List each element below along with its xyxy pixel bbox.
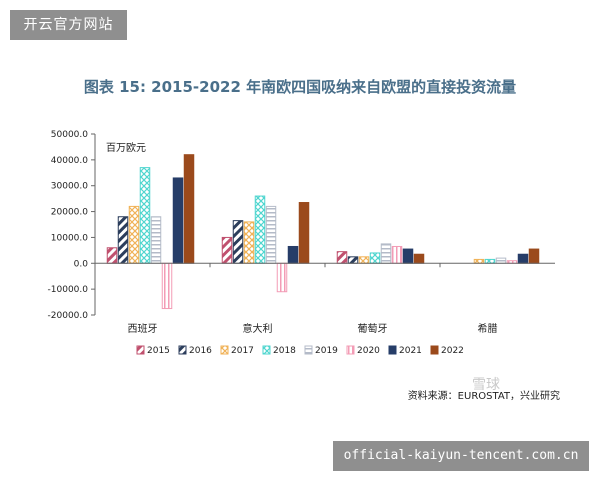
- x-category-label: 意大利: [243, 322, 273, 335]
- watermark-bottom: official-kaiyun-tencent.com.cn: [333, 441, 589, 471]
- bar-2019-3: [495, 257, 507, 264]
- bar-2018-2: [369, 252, 381, 264]
- legend-label-2018: 2018: [273, 346, 296, 356]
- bar-2021-2: [402, 248, 414, 264]
- legend-swatch-2017: [220, 345, 229, 355]
- y-tick-label: 0.0: [74, 259, 89, 269]
- y-tick-label: 50000.0: [51, 130, 88, 140]
- bar-2022-0: [183, 154, 195, 264]
- legend-swatch-2018: [262, 345, 271, 355]
- y-tick-label: 40000.0: [51, 156, 88, 166]
- legend: 2015 2016 2017 2018 2019 2020 2021 2022: [136, 345, 464, 356]
- bar-2022-3: [528, 248, 540, 264]
- x-category-label: 葡萄牙: [358, 322, 388, 335]
- source-note: 资料来源：EUROSTAT，兴业研究: [407, 391, 560, 402]
- legend-label-2021: 2021: [399, 346, 422, 356]
- bar-2017-3: [473, 258, 485, 264]
- legend-label-2022: 2022: [441, 346, 464, 356]
- bar-2021-1: [287, 245, 299, 264]
- bar-2017-1: [243, 221, 255, 264]
- bar-chart: 50000.0 40000.0 30000.0 20000.0 10000.0 0.0 -1…: [48, 130, 555, 356]
- bar-2015-2: [336, 251, 348, 264]
- x-category-label: 西班牙: [128, 323, 158, 335]
- legend-swatch-2020: [346, 345, 355, 355]
- unit-label: 百万欧元: [106, 142, 146, 154]
- legend-swatch-2022: [430, 345, 439, 355]
- bar-2015-1: [221, 236, 233, 264]
- bar-2022-2: [413, 253, 425, 264]
- legend-swatch-2021: [388, 345, 397, 355]
- legend-swatch-2015: [136, 345, 145, 355]
- legend-swatch-2019: [304, 345, 313, 355]
- bar-2017-0: [128, 205, 140, 264]
- bar-2019-1: [265, 205, 277, 264]
- bar-series: [106, 154, 540, 310]
- bar-2018-3: [484, 258, 496, 264]
- y-tick-label: -20000.0: [48, 311, 89, 321]
- y-tick-label: -10000.0: [48, 285, 89, 295]
- watermark-top: 开云官方网站: [10, 10, 127, 40]
- bar-2020-1: [276, 262, 288, 293]
- snowball-logo-watermark: 雪球: [472, 377, 500, 393]
- y-tick-label: 20000.0: [51, 208, 88, 218]
- bar-2022-1: [298, 202, 310, 264]
- bar-2016-0: [117, 216, 129, 264]
- bar-2015-0: [106, 247, 118, 264]
- legend-label-2017: 2017: [231, 346, 254, 356]
- legend-label-2016: 2016: [189, 346, 212, 356]
- bar-2018-1: [254, 195, 266, 264]
- bar-2018-0: [139, 167, 151, 264]
- bar-2016-1: [232, 220, 244, 264]
- bar-2016-2: [347, 256, 359, 264]
- chart-title: 图表 15: 2015-2022 年南欧四国吸纳来自欧盟的直接投资流量: [83, 78, 517, 96]
- y-axis: 50000.0 40000.0 30000.0 20000.0 10000.0 0.0 -1…: [48, 130, 96, 321]
- bar-2021-3: [517, 253, 529, 264]
- y-tick-label: 30000.0: [51, 182, 88, 192]
- bar-2017-2: [358, 256, 370, 264]
- legend-swatch-2016: [178, 345, 187, 355]
- bar-2020-2: [391, 245, 403, 264]
- bar-2019-2: [380, 243, 392, 264]
- bar-2020-0: [161, 262, 173, 310]
- legend-label-2015: 2015: [147, 346, 170, 356]
- x-category-label: 希腊: [478, 322, 498, 335]
- y-tick-label: 10000.0: [51, 233, 88, 243]
- legend-label-2019: 2019: [315, 346, 338, 356]
- bar-2021-0: [172, 177, 184, 264]
- x-axis: 西班牙 意大利 葡萄牙 希腊: [95, 262, 555, 335]
- legend-label-2020: 2020: [357, 346, 380, 356]
- bar-2019-0: [150, 216, 162, 264]
